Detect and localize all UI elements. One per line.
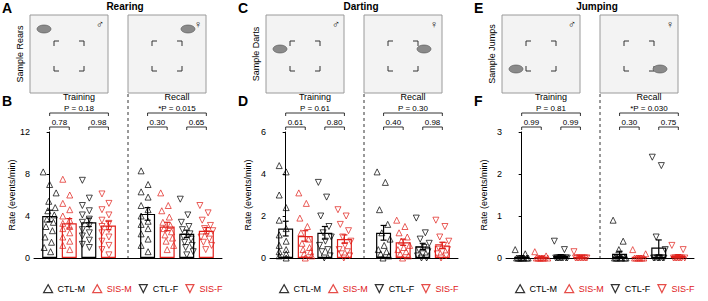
svg-text:0: 0	[25, 253, 30, 263]
svg-text:E: E	[474, 0, 483, 16]
svg-text:*P = 0.015: *P = 0.015	[158, 104, 196, 113]
svg-text:3: 3	[497, 127, 502, 137]
svg-text:♀: ♀	[194, 18, 202, 30]
svg-text:Recall: Recall	[636, 92, 661, 102]
svg-text:CTL-M: CTL-M	[530, 284, 558, 294]
svg-text:♂: ♂	[332, 18, 340, 30]
svg-text:SIS-M: SIS-M	[343, 284, 368, 294]
svg-text:0.65: 0.65	[189, 118, 205, 127]
svg-text:D: D	[238, 93, 248, 109]
svg-text:SIS-F: SIS-F	[671, 284, 695, 294]
svg-text:A: A	[2, 0, 12, 16]
svg-text:Recall: Recall	[164, 92, 189, 102]
svg-text:*P = 0.030: *P = 0.030	[630, 104, 668, 113]
svg-text:♀: ♀	[666, 18, 674, 30]
svg-text:♀: ♀	[430, 18, 438, 30]
svg-text:0.30: 0.30	[622, 118, 638, 127]
svg-text:1: 1	[497, 211, 502, 221]
svg-text:0.98: 0.98	[425, 118, 441, 127]
svg-text:CTL-M: CTL-M	[58, 284, 86, 294]
svg-text:C: C	[238, 0, 248, 16]
svg-text:Darting: Darting	[344, 1, 379, 12]
svg-text:Training: Training	[299, 92, 331, 102]
svg-text:12: 12	[20, 127, 30, 137]
svg-text:0.99: 0.99	[563, 118, 579, 127]
svg-text:Rate (events/min): Rate (events/min)	[7, 159, 17, 230]
svg-text:P = 0.81: P = 0.81	[536, 104, 566, 113]
svg-text:2: 2	[261, 211, 266, 221]
svg-text:Sample Darts: Sample Darts	[251, 26, 261, 81]
svg-text:♂: ♂	[96, 18, 104, 30]
svg-text:P = 0.61: P = 0.61	[300, 104, 330, 113]
svg-text:6: 6	[261, 127, 266, 137]
svg-text:Sample Jumps: Sample Jumps	[487, 24, 497, 84]
svg-text:CTL-F: CTL-F	[389, 284, 415, 294]
svg-text:0: 0	[261, 253, 266, 263]
svg-text:CTL-F: CTL-F	[153, 284, 179, 294]
svg-text:♂: ♂	[568, 18, 576, 30]
svg-text:B: B	[2, 93, 12, 109]
svg-text:SIS-F: SIS-F	[435, 284, 459, 294]
svg-text:0.40: 0.40	[386, 118, 402, 127]
svg-text:Recall: Recall	[400, 92, 425, 102]
svg-text:4: 4	[25, 211, 30, 221]
svg-text:0.30: 0.30	[150, 118, 166, 127]
svg-text:0: 0	[497, 253, 502, 263]
svg-text:P = 0.18: P = 0.18	[64, 104, 94, 113]
svg-text:Rate (events/min): Rate (events/min)	[479, 159, 489, 230]
svg-text:P = 0.30: P = 0.30	[398, 104, 428, 113]
svg-text:0.99: 0.99	[524, 118, 540, 127]
svg-text:F: F	[474, 93, 483, 109]
svg-text:Jumping: Jumping	[576, 1, 618, 12]
svg-text:0.78: 0.78	[52, 118, 68, 127]
svg-text:CTL-F: CTL-F	[625, 284, 651, 294]
svg-text:Rate (events/min): Rate (events/min)	[243, 159, 253, 230]
svg-text:SIS-M: SIS-M	[579, 284, 604, 294]
svg-text:0.75: 0.75	[661, 118, 677, 127]
svg-text:Rearing: Rearing	[106, 1, 143, 12]
svg-text:SIS-F: SIS-F	[199, 284, 223, 294]
svg-text:0.61: 0.61	[288, 118, 304, 127]
svg-text:4: 4	[261, 169, 266, 179]
svg-text:SIS-M: SIS-M	[107, 284, 132, 294]
svg-text:Sample Rears: Sample Rears	[15, 25, 25, 83]
svg-text:Training: Training	[535, 92, 567, 102]
svg-text:Training: Training	[63, 92, 95, 102]
svg-text:2: 2	[497, 169, 502, 179]
svg-text:8: 8	[25, 169, 30, 179]
svg-text:0.98: 0.98	[91, 118, 107, 127]
svg-text:0.80: 0.80	[327, 118, 343, 127]
svg-text:CTL-M: CTL-M	[294, 284, 322, 294]
